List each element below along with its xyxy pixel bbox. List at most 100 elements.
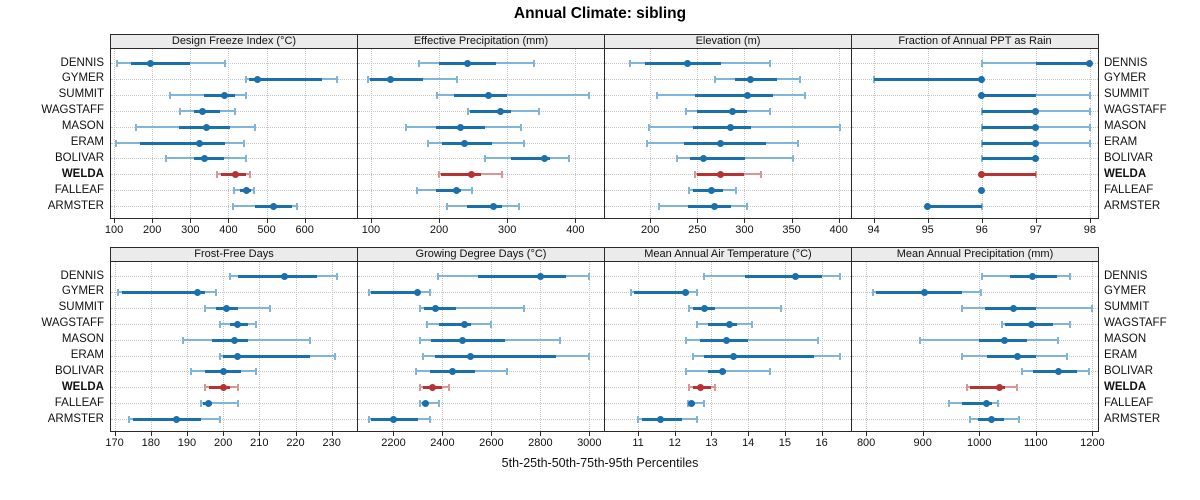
gridline-x: [711, 262, 713, 431]
whisker-cap-5th: [688, 384, 691, 392]
iqr-bar-mason: [692, 125, 752, 129]
iqr-bar-eram: [981, 141, 1036, 145]
whisker-cap-95th: [1034, 171, 1037, 179]
x-tick-label: 14: [742, 437, 755, 449]
iqr-bar-welda: [981, 173, 1036, 177]
iqr-bar-summit: [424, 306, 456, 310]
site-label-right-summit: SUMMIT: [1104, 301, 1150, 314]
x-tick-label: 200: [213, 437, 233, 449]
median-dot-eram: [195, 139, 203, 147]
whisker-cap-95th: [437, 400, 440, 408]
x-tick-label: 220: [286, 437, 305, 449]
median-dot-armster: [924, 203, 932, 211]
axis-tick: [981, 219, 983, 223]
whisker-cap-95th: [447, 384, 450, 392]
gridline-x: [491, 262, 493, 431]
axis-tick: [589, 432, 591, 436]
x-tick-label: 800: [856, 437, 876, 449]
whisker-cap-95th: [253, 187, 256, 195]
gridline-x: [370, 49, 372, 218]
iqr-bar-gymer: [371, 290, 421, 294]
whisker-cap-5th: [189, 368, 192, 376]
median-dot-wagstaff: [726, 320, 734, 328]
whisker-cap-95th: [517, 203, 520, 211]
site-label-left-eram: ERAM: [70, 349, 104, 361]
median-dot-eram: [460, 139, 468, 147]
whisker-cap-5th: [688, 304, 691, 312]
median-dot-dennis: [281, 273, 289, 280]
row-guide: [605, 387, 851, 389]
whisker-cap-5th: [675, 155, 678, 163]
axis-tick: [866, 432, 868, 436]
iqr-bar-welda: [441, 173, 481, 177]
whisker-cap-5th: [416, 187, 419, 195]
x-tick-label: 2800: [528, 437, 553, 449]
site-label-right-bolivar: BOLIVAR: [1104, 151, 1153, 164]
iqr-bar-falleaf: [692, 189, 723, 193]
panel-title: Effective Precipitation (mm): [413, 35, 549, 47]
site-label-right-gymer: GYMER: [1104, 72, 1147, 85]
iqr-bar-welda: [208, 386, 231, 390]
x-tick-label: 94: [867, 224, 880, 236]
gridline-x: [1035, 262, 1037, 431]
row-guide: [852, 110, 1098, 112]
median-dot-summit: [1009, 304, 1017, 312]
median-dot-wagstaff: [460, 320, 468, 328]
axis-tick: [507, 219, 509, 223]
median-dot-welda: [231, 171, 239, 179]
median-dot-mason: [203, 123, 211, 131]
median-dot-armster: [656, 416, 664, 424]
median-dot-gymer: [978, 75, 986, 83]
x-tick-label: 300: [498, 224, 517, 236]
gridline-x: [1089, 49, 1091, 218]
row-guide: [358, 291, 604, 293]
median-dot-eram: [730, 352, 737, 360]
gridline-x: [223, 262, 225, 431]
row-guide: [111, 419, 357, 421]
whisker-cap-5th: [628, 60, 631, 67]
site-label-left-bolivar: BOLIVAR: [55, 364, 104, 377]
site-label-left-bolivar: BOLIVAR: [55, 151, 104, 164]
median-dot-wagstaff: [1028, 320, 1036, 328]
iqr-bar-eram: [140, 141, 225, 145]
whisker-cap-95th: [429, 288, 432, 296]
iqr-bar-bolivar: [194, 157, 224, 161]
row-guide: [852, 158, 1098, 160]
site-label-left-armster: ARMSTER: [47, 412, 104, 425]
site-label-left-summit: SUMMIT: [58, 301, 104, 314]
median-dot-armster: [172, 416, 180, 424]
whisker-cap-5th: [218, 320, 221, 328]
iqr-bar-gymer: [121, 290, 206, 294]
median-dot-mason: [722, 336, 730, 344]
whisker-cap-5th: [218, 352, 221, 360]
whisker-cap-5th: [200, 400, 203, 408]
whisker-cap-5th: [421, 352, 424, 360]
whisker-cap-95th: [1088, 139, 1091, 147]
median-dot-falleaf: [983, 400, 991, 408]
whisker-cap-95th: [1065, 352, 1068, 360]
axis-tick: [1035, 219, 1037, 223]
panel-title: Design Freeze Index (°C): [171, 35, 297, 47]
row-guide: [852, 94, 1098, 96]
median-dot-welda: [995, 384, 1003, 392]
panel-plot-mean-annual-air-temperature-c: [604, 261, 852, 432]
row-guide: [358, 190, 604, 192]
axis-tick: [331, 432, 333, 436]
whisker-5-95-mason: [685, 338, 818, 341]
axis-tick: [821, 432, 823, 436]
iqr-bar-wagstaff: [707, 322, 738, 326]
whisker-cap-95th: [1087, 368, 1090, 376]
median-dot-wagstaff: [234, 320, 242, 328]
gridline-x: [674, 262, 676, 431]
median-dot-falleaf: [242, 187, 250, 195]
row-guide: [852, 142, 1098, 144]
whisker-cap-95th: [245, 155, 247, 163]
gridline-x: [1092, 262, 1094, 431]
panel-title: Fraction of Annual PPT as Rain: [898, 35, 1052, 47]
x-tick-label: 500: [257, 224, 276, 236]
whisker-cap-95th: [245, 91, 247, 99]
whisker-cap-5th: [366, 75, 369, 83]
whisker-cap-5th: [436, 91, 439, 99]
axis-tick: [922, 432, 924, 436]
whisker-cap-5th: [484, 155, 487, 163]
